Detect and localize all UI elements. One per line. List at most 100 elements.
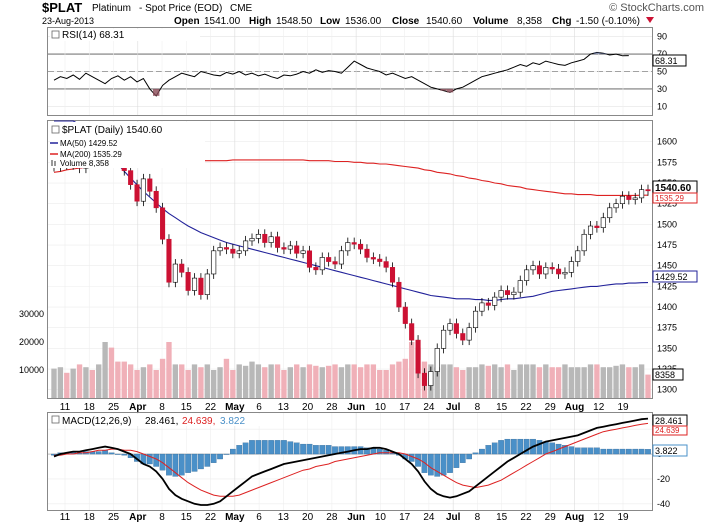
candle-body bbox=[600, 217, 606, 228]
legend-toggle-icon[interactable] bbox=[51, 30, 60, 39]
x-tick-label: 20 bbox=[302, 402, 314, 413]
candle-body bbox=[204, 273, 210, 295]
rsi-legend-bg bbox=[50, 29, 200, 41]
x-tick-label: 10 bbox=[375, 512, 387, 522]
candle-body bbox=[396, 281, 402, 308]
price-legend-bg bbox=[50, 122, 205, 168]
volume-y-tick: 30000 bbox=[19, 309, 44, 319]
candle-body bbox=[287, 245, 293, 250]
volume-bar bbox=[51, 368, 57, 398]
candle-body bbox=[536, 265, 542, 275]
legend-toggle-icon[interactable] bbox=[51, 125, 60, 134]
volume-bar bbox=[345, 364, 351, 398]
volume-bar bbox=[281, 370, 287, 398]
candle-body bbox=[166, 238, 172, 283]
candle-body bbox=[473, 310, 479, 329]
macd-histogram-bar bbox=[638, 448, 645, 455]
rsi-y-tick: 10 bbox=[657, 101, 667, 111]
candle-body bbox=[198, 277, 204, 295]
volume-bar bbox=[179, 364, 185, 398]
candle-body bbox=[223, 247, 229, 250]
macd-histogram-bar bbox=[108, 452, 115, 455]
rsi-value-box bbox=[652, 54, 687, 67]
volume-bar bbox=[147, 364, 153, 398]
candle-body bbox=[479, 302, 485, 312]
volume-bar bbox=[453, 367, 460, 398]
macd-histogram-bar bbox=[319, 445, 326, 455]
volume-bar bbox=[159, 358, 166, 398]
candle-body bbox=[332, 261, 338, 265]
x-tick-label: 22 bbox=[520, 402, 532, 413]
macd-histogram-bar bbox=[255, 440, 262, 455]
x-tick-label: 22 bbox=[205, 402, 217, 413]
rsi-y-tick: 30 bbox=[657, 84, 667, 94]
candle-body bbox=[370, 257, 376, 260]
macd-histogram-bar bbox=[632, 448, 639, 455]
macd-histogram-bar bbox=[185, 453, 191, 473]
low-label: Low bbox=[320, 16, 340, 27]
volume-bar bbox=[274, 364, 281, 398]
high-value: 1548.50 bbox=[276, 16, 313, 27]
open-value: 1541.00 bbox=[204, 16, 241, 27]
candle-body bbox=[211, 250, 217, 275]
x-tick-label: Aug bbox=[565, 512, 584, 522]
volume-bar bbox=[121, 361, 127, 398]
macd-histogram-bar bbox=[498, 440, 504, 455]
volume-value-label: 8358 bbox=[655, 370, 675, 380]
volume-bar bbox=[504, 364, 511, 398]
volume-bar bbox=[153, 370, 159, 398]
volume-bar bbox=[517, 364, 523, 398]
volume-bar bbox=[57, 367, 64, 398]
candle-body bbox=[460, 333, 466, 341]
volume-bar bbox=[223, 358, 230, 398]
volume-bar bbox=[140, 367, 147, 398]
candle-body bbox=[504, 290, 511, 295]
macd-histogram-bar bbox=[536, 440, 543, 455]
candle-body bbox=[179, 263, 185, 273]
candle-body bbox=[262, 233, 268, 243]
volume-bar bbox=[389, 364, 396, 398]
rsi-oversold-fill bbox=[440, 88, 447, 91]
candle-body bbox=[466, 327, 472, 341]
candle-body bbox=[306, 250, 313, 268]
macd-histogram-bar bbox=[281, 440, 287, 455]
volume-bar bbox=[313, 365, 319, 398]
volume-bar bbox=[108, 347, 115, 398]
volume-bar bbox=[600, 367, 606, 398]
volume-bar bbox=[332, 364, 338, 398]
macd-histogram-bar bbox=[198, 453, 204, 470]
volume-bar bbox=[408, 342, 415, 398]
candle-body bbox=[517, 280, 523, 293]
volume-bar bbox=[185, 370, 191, 398]
candle-body bbox=[613, 203, 619, 209]
volume-bar bbox=[632, 367, 638, 398]
macd-histogram-bar bbox=[115, 453, 121, 455]
price-y-tick: 1300 bbox=[657, 385, 677, 395]
candle-body bbox=[351, 242, 357, 245]
x-tick-label: Apr bbox=[129, 402, 146, 413]
candle-body bbox=[421, 372, 427, 386]
volume-bar bbox=[587, 364, 594, 398]
ma200-legend: MA(200) 1535.29 bbox=[60, 150, 122, 159]
volume-bar bbox=[319, 367, 325, 398]
ma200-value-box bbox=[652, 192, 698, 204]
copyright-text[interactable]: © StockCharts.com bbox=[609, 2, 704, 14]
macd-histogram-bar bbox=[102, 450, 108, 455]
volume-bar bbox=[619, 364, 626, 398]
macd-plot bbox=[51, 417, 651, 506]
volume-bar bbox=[511, 370, 517, 398]
rsi-overbought-fill bbox=[600, 53, 607, 55]
close-value: 1540.60 bbox=[426, 16, 463, 27]
macd-histogram-bar bbox=[491, 442, 498, 455]
x-tick-label: Jul bbox=[446, 402, 461, 413]
signal-value-label: 24.639 bbox=[655, 426, 680, 435]
candle-body bbox=[281, 247, 287, 250]
macd-legend-name: MACD(12,26,9) bbox=[62, 416, 131, 427]
volume-bars bbox=[51, 342, 651, 398]
legend-toggle-icon[interactable] bbox=[51, 415, 60, 424]
macd-histogram-bar bbox=[574, 447, 581, 455]
macd-legend-value: 28.461, bbox=[145, 416, 178, 427]
x-tick-label: 8 bbox=[475, 402, 481, 413]
volume-bar bbox=[447, 364, 453, 398]
